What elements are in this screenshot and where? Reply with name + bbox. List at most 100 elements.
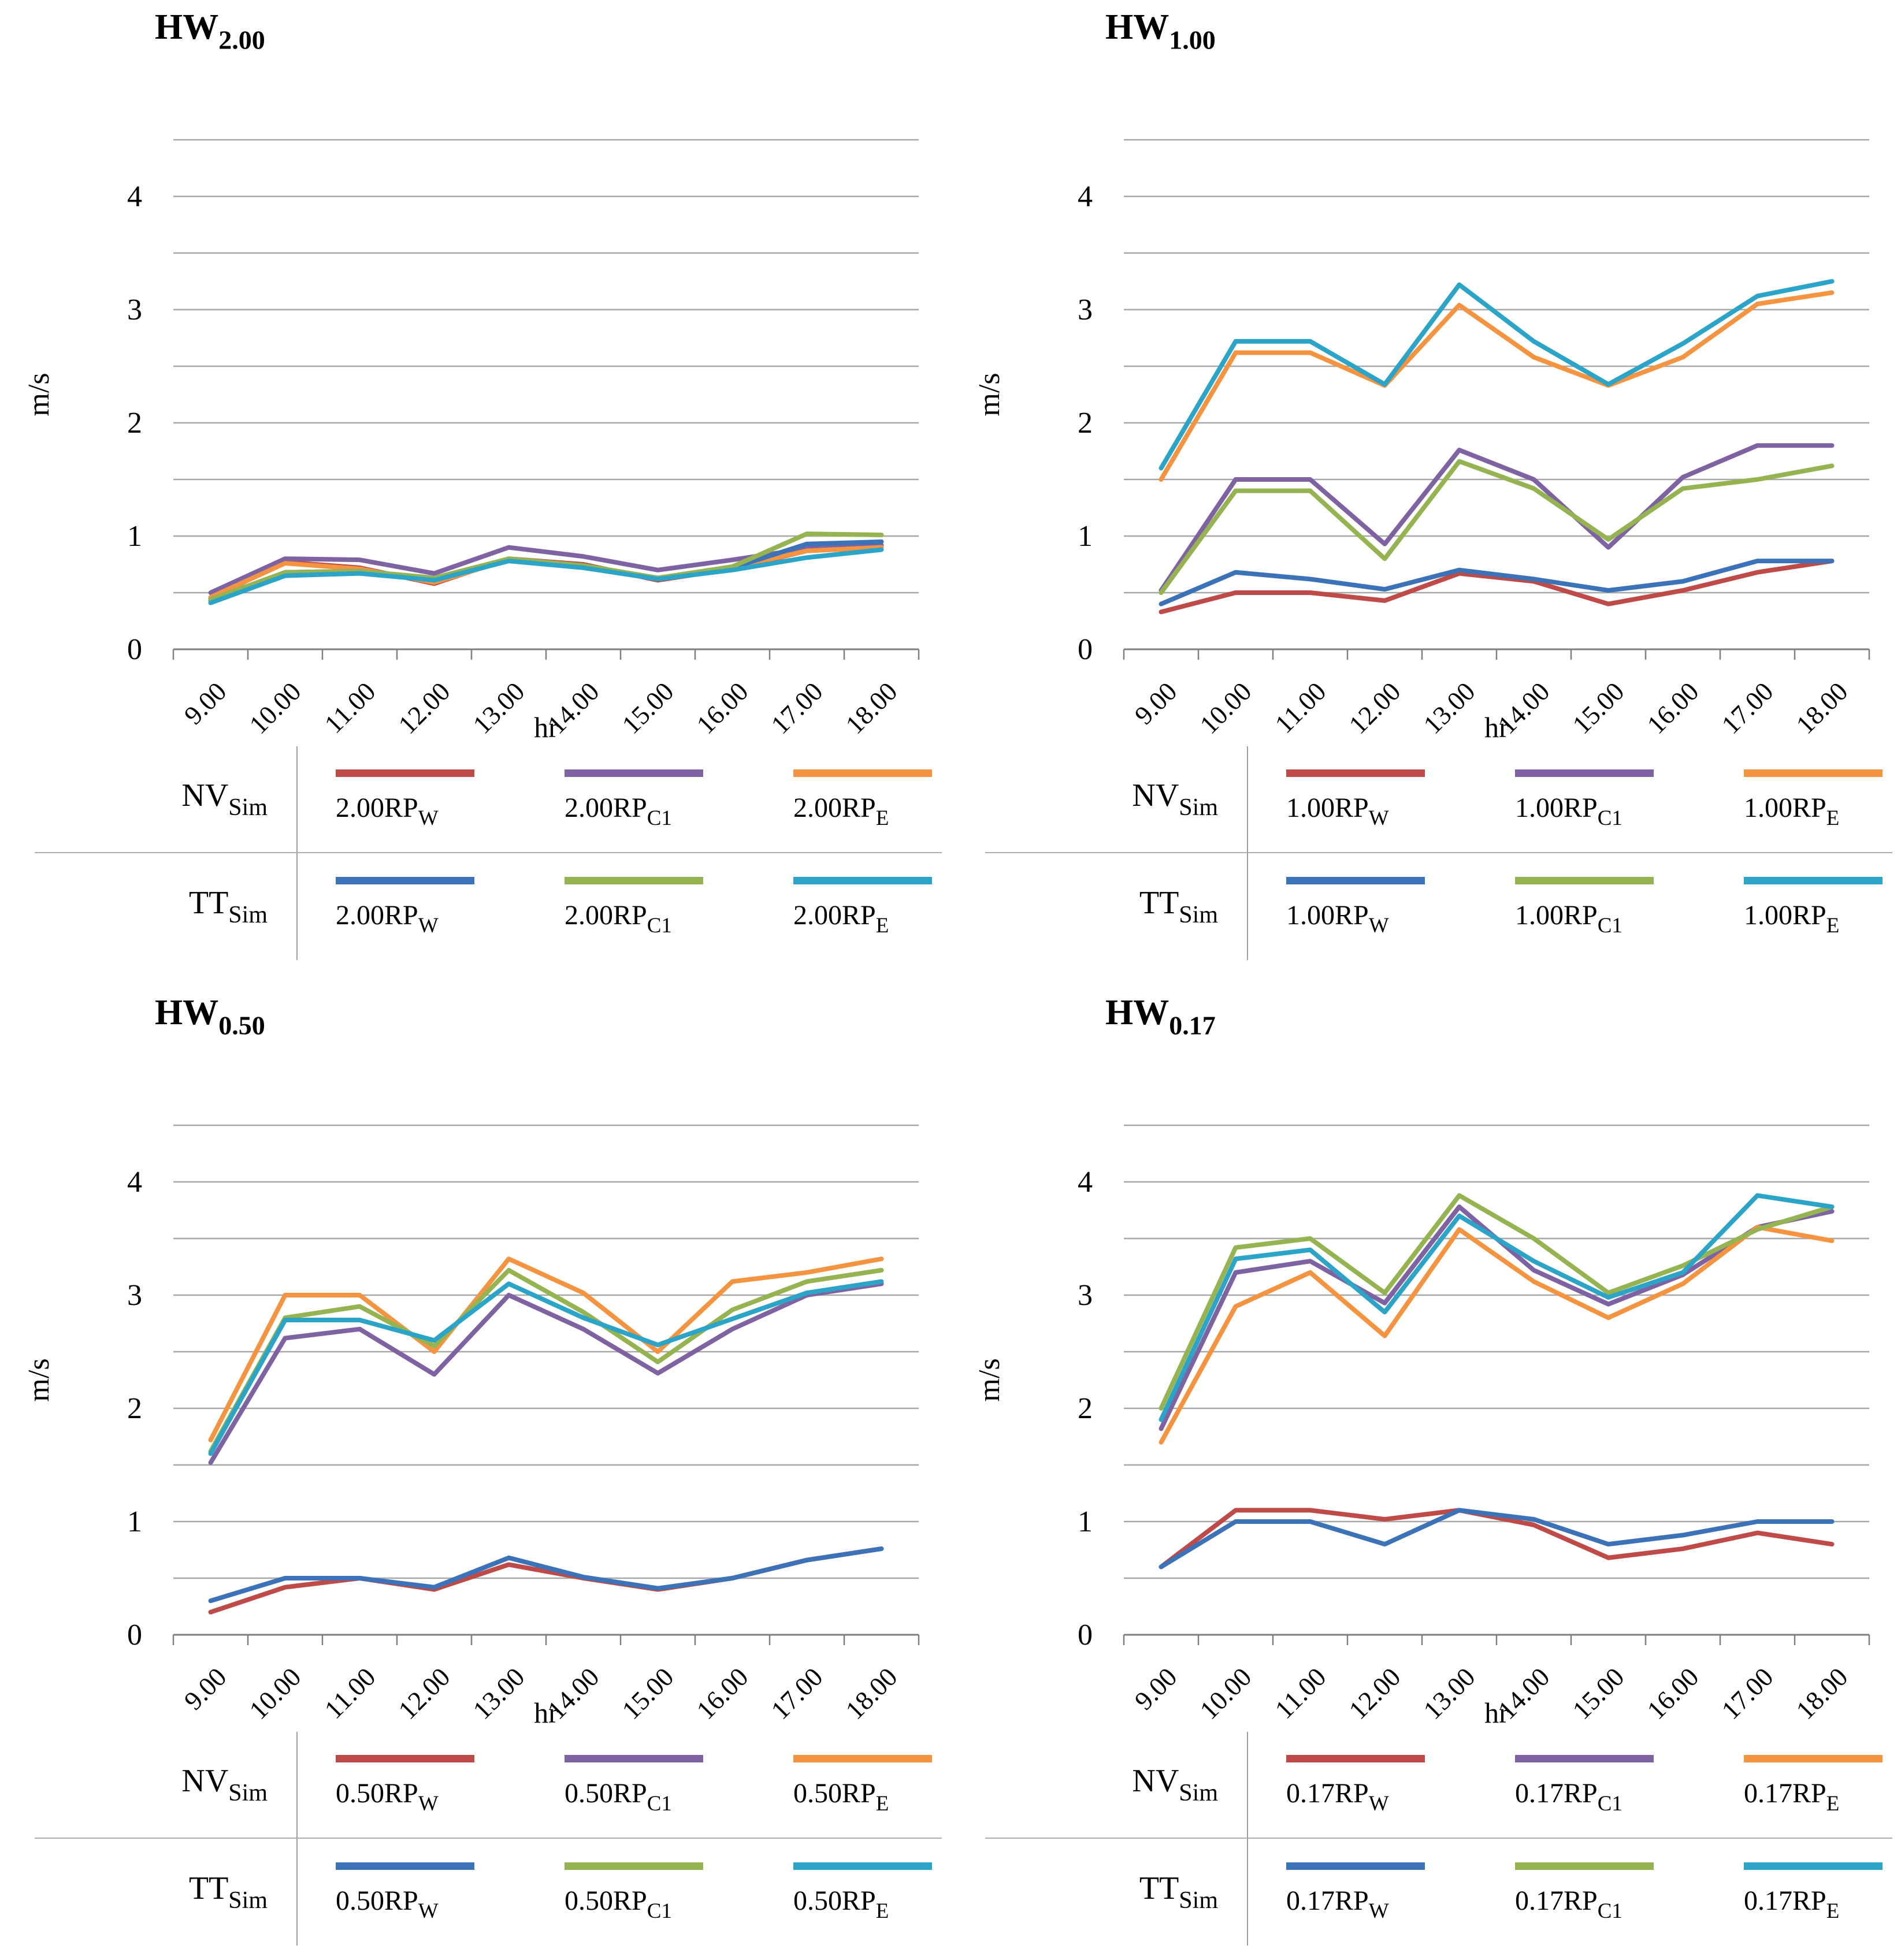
y-tick-label: 0 <box>1078 633 1093 666</box>
series-line-nv-c1 <box>208 1281 884 1466</box>
legend-label-text: 0.17RP <box>1286 1885 1369 1916</box>
legend-swatch-tt-c1 <box>1515 1862 1654 1870</box>
legend-table: NVSim 0.50RPW 0.50RPC1 0.50RPE TTSim 0.50RPW 0… <box>35 1732 942 1946</box>
series-line-nv-w <box>1159 559 1835 615</box>
series-line-nv-e <box>1159 1225 1835 1445</box>
legend-group-subscript: Sim <box>228 794 268 821</box>
chart-title-main: HW <box>155 993 219 1032</box>
legend-label-text: 1.00RP <box>1744 899 1826 931</box>
x-tick-label: 16.00 <box>690 1662 753 1725</box>
legend-group-label: TTSim <box>1139 1870 1218 1914</box>
legend-entry-nv-c1: 1.00RPC1 <box>1477 746 1706 853</box>
x-tick-label: 15.00 <box>616 1662 679 1725</box>
legend-group-subscript: Sim <box>1179 794 1218 821</box>
legend-label-text: 0.50RP <box>793 1777 876 1809</box>
y-tick-label: 0 <box>1078 1619 1093 1652</box>
legend-swatch-nv-w <box>336 1754 474 1762</box>
legend-group-label: NVSim <box>181 777 268 821</box>
legend-label-subscript: E <box>1826 1792 1840 1816</box>
legend-label-subscript: W <box>1368 1792 1389 1816</box>
y-tick-label: 1 <box>127 1505 142 1538</box>
legend-entry-nv-e: 0.17RPE <box>1706 1732 1892 1839</box>
legend-label: 0.50RPW <box>336 1887 439 1922</box>
legend-label: 2.00RPW <box>336 794 439 829</box>
y-tick-label: 2 <box>1078 1392 1093 1425</box>
legend-label: 0.17RPE <box>1744 1779 1840 1816</box>
legend-swatch-nv-w <box>1286 769 1425 777</box>
legend-table: NVSim 0.17RPW 0.17RPC1 0.17RPE TTSim 0.17RPW 0… <box>985 1732 1892 1946</box>
y-tick-label: 4 <box>127 180 142 213</box>
y-tick-label: 2 <box>127 1392 142 1425</box>
series-line-tt-e <box>208 547 884 605</box>
legend-swatch-nv-c1 <box>1515 769 1654 777</box>
x-tick-label: 13.00 <box>467 1662 530 1725</box>
x-tick-label: 18.00 <box>840 1662 903 1725</box>
legend-group-nv: NVSim <box>985 746 1248 853</box>
legend-swatch-nv-c1 <box>1515 1754 1654 1762</box>
legend-swatch-nv-c1 <box>565 769 703 777</box>
y-tick-label: 2 <box>127 407 142 440</box>
x-axis-title: hr <box>1484 1697 1509 1729</box>
legend-label-subscript: E <box>875 1792 889 1816</box>
legend-label-text: 1.00RP <box>1286 899 1369 931</box>
legend-entry-nv-e: 1.00RPE <box>1706 746 1892 853</box>
legend-label-subscript: C1 <box>647 806 672 831</box>
legend-group-label: TTSim <box>189 1870 268 1914</box>
x-tick-label: 16.00 <box>1641 676 1704 739</box>
x-tick-label: 9.00 <box>179 1662 232 1716</box>
legend-swatch-tt-e <box>793 1862 932 1870</box>
legend-entry-nv-e: 2.00RPE <box>755 746 942 853</box>
chart-title-subscript: 2.00 <box>218 25 265 55</box>
chart-panel-hw-2.00: HW2.00 0 1 2 3 4 m/s 9.00 10.00 11.00 12.00 13.00 14… <box>0 0 950 985</box>
x-tick-label: 12.00 <box>1343 1662 1406 1725</box>
legend-group-subscript: Sim <box>228 1779 268 1806</box>
legend-group-tt: TTSim <box>35 853 298 960</box>
legend-group-subscript: Sim <box>1179 1779 1218 1806</box>
x-tick-label: 10.00 <box>1194 676 1257 739</box>
legend-label: 0.50RPE <box>793 1777 889 1816</box>
legend-swatch-tt-w <box>1286 876 1425 884</box>
x-tick-label: 9.00 <box>1129 676 1183 730</box>
legend-label-subscript: W <box>418 1899 439 1924</box>
series-line-tt-c1 <box>1159 459 1835 595</box>
x-tick-label: 11.00 <box>319 1662 381 1724</box>
legend-table: NVSim 1.00RPW 1.00RPC1 1.00RPE TTSim 1.00RPW 1… <box>985 746 1892 960</box>
x-tick-label: 11.00 <box>319 676 381 739</box>
legend-label-subscript: E <box>1826 914 1840 938</box>
legend-entry-tt-w: 1.00RPW <box>1248 853 1477 960</box>
series-line-tt-e <box>1159 1193 1835 1422</box>
legend-swatch-nv-e <box>793 1754 932 1762</box>
y-tick-label: 4 <box>1078 180 1093 213</box>
series-line-nv-e <box>1159 290 1835 482</box>
legend-swatch-nv-e <box>1744 769 1883 777</box>
legend-label: 0.17RPC1 <box>1515 1779 1622 1814</box>
y-axis-title: m/s <box>23 1358 55 1401</box>
legend-label-subscript: E <box>1826 806 1840 831</box>
x-tick-label: 10.00 <box>243 676 306 739</box>
legend-label-text: 0.50RP <box>565 1777 647 1809</box>
legend-label-subscript: C1 <box>1597 914 1622 938</box>
legend-label-subscript: C1 <box>647 1899 672 1924</box>
x-tick-label: 15.00 <box>1566 676 1629 739</box>
x-tick-label: 16.00 <box>690 676 753 739</box>
legend-label-text: 1.00RP <box>1515 899 1598 931</box>
x-tick-label: 13.00 <box>1417 676 1480 739</box>
legend-label-text: 2.00RP <box>793 899 876 931</box>
x-tick-label: 10.00 <box>243 1662 306 1725</box>
legend-label-subscript: W <box>418 914 439 938</box>
y-tick-label: 1 <box>127 520 142 553</box>
legend-group-label: NVSim <box>181 1762 268 1807</box>
legend-label-text: 0.50RP <box>565 1885 647 1916</box>
legend-group-label: NVSim <box>1132 1762 1218 1807</box>
chart-title: HW0.17 <box>1105 995 1901 1050</box>
y-tick-label: 0 <box>127 633 142 666</box>
legend-swatch-tt-w <box>1286 1862 1425 1870</box>
legend-entry-nv-c1: 0.17RPC1 <box>1477 1732 1706 1839</box>
legend-entry-tt-e: 0.50RPE <box>755 1839 942 1946</box>
x-tick-label: 16.00 <box>1641 1662 1704 1725</box>
legend-group-nv: NVSim <box>35 746 298 853</box>
legend-label: 0.17RPW <box>1286 1779 1389 1816</box>
x-tick-label: 11.00 <box>1269 676 1332 739</box>
